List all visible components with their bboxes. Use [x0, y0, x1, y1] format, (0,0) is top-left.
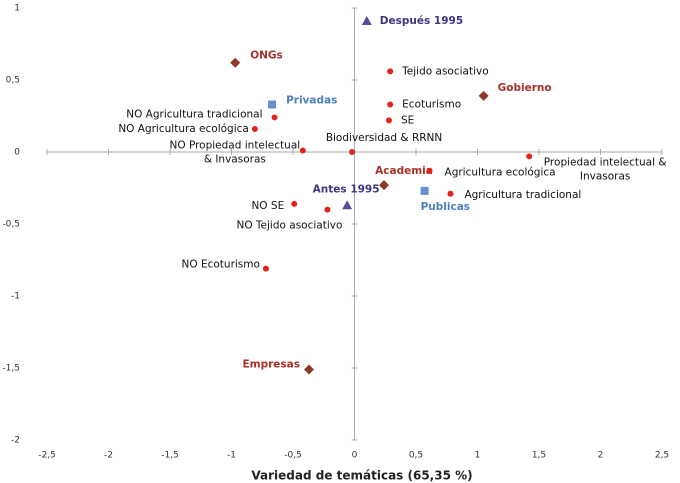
y-tick-label: 1: [14, 4, 20, 14]
x-tick-label: -2: [104, 451, 113, 461]
point: [447, 190, 454, 197]
y-tick-label: -1,5: [2, 364, 20, 374]
point-label: Agricultura tradicional: [464, 189, 581, 201]
y-tick-label: 0,5: [6, 76, 20, 86]
point-label: ONGs: [250, 50, 283, 62]
point: [526, 153, 533, 160]
point: [385, 117, 392, 124]
point-label: Academia: [375, 165, 433, 177]
point-label: Después 1995: [380, 15, 463, 27]
point: [324, 206, 331, 213]
point: [342, 200, 353, 210]
point: [387, 101, 394, 108]
point-label: Antes 1995: [313, 183, 380, 195]
x-tick-label: 1,5: [532, 451, 546, 461]
point-label: Invasoras: [580, 170, 631, 182]
x-tick-label: -0,5: [284, 451, 302, 461]
point: [268, 100, 277, 109]
point-label: Publicas: [421, 201, 470, 213]
point-label: NO Ecoturismo: [182, 259, 260, 271]
x-tick-label: 2,5: [655, 451, 669, 461]
point: [361, 15, 372, 25]
point: [426, 167, 433, 174]
point: [299, 147, 306, 154]
point-label: NO Propiedad intelectual: [169, 140, 300, 152]
point-label: NO Agricultura tradicional: [126, 108, 262, 120]
y-tick-label: -0,5: [2, 220, 20, 230]
point-label: Gobierno: [498, 82, 552, 94]
point-label: Empresas: [242, 358, 300, 370]
point: [262, 265, 269, 272]
point-label: NO Agricultura ecológica: [118, 123, 249, 135]
point-label: Agricultura ecológica: [445, 167, 556, 179]
point-label: Tejido asociativo: [401, 65, 488, 77]
x-axis-label: Variedad de temáticas (65,35 %): [251, 469, 472, 483]
point-label: Ecoturismo: [402, 98, 461, 110]
point-label: NO SE: [251, 200, 284, 212]
y-tick-label: -2: [11, 436, 20, 446]
point: [291, 200, 298, 207]
x-tick-label: -1: [227, 451, 236, 461]
point: [230, 57, 241, 68]
y-tick-label: -1: [11, 292, 20, 302]
point-label: Propiedad intelectual &: [544, 156, 667, 168]
point-label: & Invasoras: [204, 154, 266, 166]
x-tick-label: 0: [352, 451, 358, 461]
x-tick-label: -1,5: [161, 451, 179, 461]
point-label: SE: [401, 114, 414, 126]
point-label: NO Tejido asociativo: [236, 220, 342, 232]
point: [387, 68, 394, 75]
point: [379, 180, 390, 191]
x-tick-label: -2,5: [38, 451, 56, 461]
point-label: Biodiversidad & RRNN: [326, 132, 442, 144]
point: [303, 364, 314, 375]
x-tick-label: 0,5: [409, 451, 423, 461]
point: [420, 186, 429, 195]
y-tick-label: 0: [14, 148, 20, 158]
point-label: Privadas: [286, 94, 337, 106]
point: [349, 149, 356, 155]
point: [271, 114, 278, 121]
point: [478, 90, 489, 101]
point: [251, 125, 258, 132]
x-tick-label: 1: [475, 451, 481, 461]
x-tick-label: 2: [598, 451, 604, 461]
